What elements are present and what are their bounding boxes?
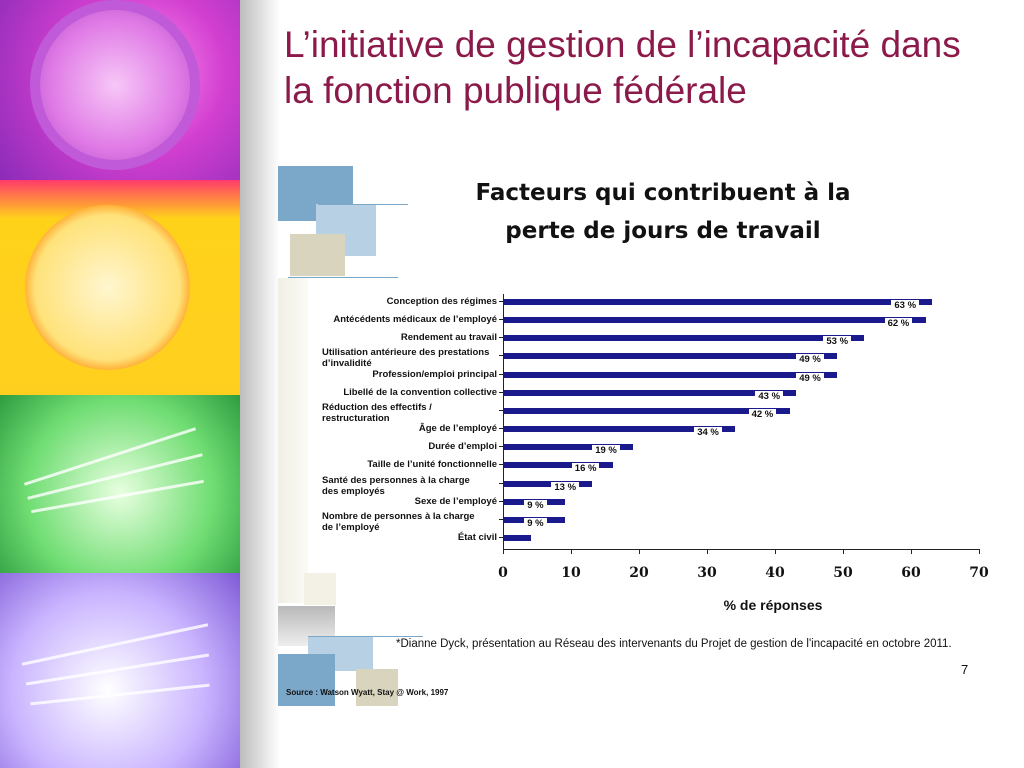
category-tick (499, 409, 503, 411)
bar (504, 407, 790, 414)
x-tick (911, 549, 912, 554)
slide-title: L’initiative de gestion de l’incapacité … (284, 24, 961, 111)
x-tick (775, 549, 776, 554)
bar (504, 299, 933, 305)
bar (504, 480, 593, 487)
decorative-photo-strip (0, 0, 240, 768)
category-tick (499, 536, 503, 538)
x-tick-label: 50 (833, 565, 853, 581)
footnote: *Dianne Dyck, présentation au Réseau des… (396, 638, 952, 650)
deco-square (304, 573, 336, 605)
data-label: 53 % (823, 336, 852, 348)
deco-line (288, 277, 398, 278)
x-tick-label: 40 (765, 565, 785, 581)
category-label: Rendement au travail (400, 332, 497, 344)
x-axis-title: % de réponses (723, 597, 823, 613)
x-tick (639, 549, 640, 554)
x-tick (707, 549, 708, 554)
category-label: Nombre de personnes à la charge de l’empl… (322, 510, 475, 533)
deco-line (308, 636, 423, 637)
data-label: 49 % (796, 354, 824, 366)
bar (504, 353, 838, 360)
bar (504, 317, 926, 324)
x-tick-label: 60 (901, 565, 921, 581)
category-label: Durée d’emploi (428, 441, 497, 453)
data-label: 9 % (524, 517, 547, 529)
x-tick-label: 0 (498, 565, 508, 581)
category-tick (499, 319, 503, 321)
x-tick (843, 549, 844, 554)
data-label: 43 % (755, 390, 784, 402)
bar (504, 534, 532, 541)
strip-shadow (240, 0, 280, 768)
category-label: Âge de l’employé (418, 423, 497, 435)
x-tick (979, 549, 980, 554)
data-label: 42 % (748, 408, 777, 420)
purple-books-image (0, 573, 240, 768)
category-label: État civil (457, 531, 497, 543)
category-tick (499, 446, 503, 448)
data-label: 19 % (592, 445, 620, 457)
bar (504, 389, 797, 396)
purple-clock-image (0, 0, 240, 180)
deco-line (318, 204, 408, 205)
bar (504, 335, 865, 342)
bar (504, 426, 736, 433)
deco-column (278, 278, 308, 603)
deco-square (290, 234, 345, 276)
category-label: Profession/emploi principal (372, 368, 497, 380)
category-tick (499, 373, 503, 375)
x-tick-label: 70 (969, 565, 989, 581)
data-label: 16 % (571, 463, 600, 475)
data-label: 62 % (884, 318, 913, 330)
category-tick (499, 391, 503, 393)
category-tick (499, 301, 503, 302)
category-label: Utilisation antérieure des prestations d’… (322, 347, 490, 370)
data-label: 63 % (891, 300, 920, 311)
category-label: Réduction des effectifs / restructuration (322, 401, 432, 424)
category-label: Sexe de l’employé (414, 495, 497, 507)
chart-title-line1: Facteurs qui contribuent à la (475, 180, 851, 206)
data-label: 49 % (796, 372, 824, 384)
category-tick (499, 500, 503, 502)
category-tick (499, 482, 503, 484)
deco-square (278, 654, 335, 706)
category-tick (499, 337, 503, 339)
category-label: Antécédents médicaux de l’employé (333, 314, 497, 326)
x-tick (503, 549, 504, 554)
x-tick-label: 10 (561, 565, 581, 581)
category-label: Libellé de la convention collective (343, 386, 497, 398)
chart-title-line2: perte de jours de travail (505, 218, 821, 244)
x-axis (503, 549, 979, 550)
orange-clock-image (0, 180, 240, 395)
category-tick (499, 355, 503, 357)
chart-panel: Facteurs qui contribuent à la perte de j… (278, 166, 993, 706)
bar (504, 444, 634, 451)
category-tick (499, 464, 503, 466)
bar (504, 371, 838, 378)
x-tick (571, 549, 572, 554)
page-number: 7 (961, 662, 969, 677)
bar (504, 462, 613, 469)
category-label: Santé des personnes à la charge des emplo… (322, 474, 470, 497)
data-label: 34 % (694, 427, 722, 439)
category-label: Taille de l’unité fonctionnelle (367, 459, 497, 471)
deco-square (356, 669, 398, 706)
category-tick (499, 518, 503, 520)
x-tick-label: 20 (629, 565, 649, 581)
x-tick-label: 30 (697, 565, 717, 581)
green-books-image (0, 395, 240, 573)
category-tick (499, 428, 503, 430)
y-axis (503, 294, 504, 549)
data-label: 9 % (524, 499, 547, 511)
data-label: 13 % (551, 481, 580, 493)
source-note: Source : Watson Wyatt, Stay @ Work, 1997 (286, 688, 449, 697)
category-label: Conception des régimes (386, 296, 497, 307)
